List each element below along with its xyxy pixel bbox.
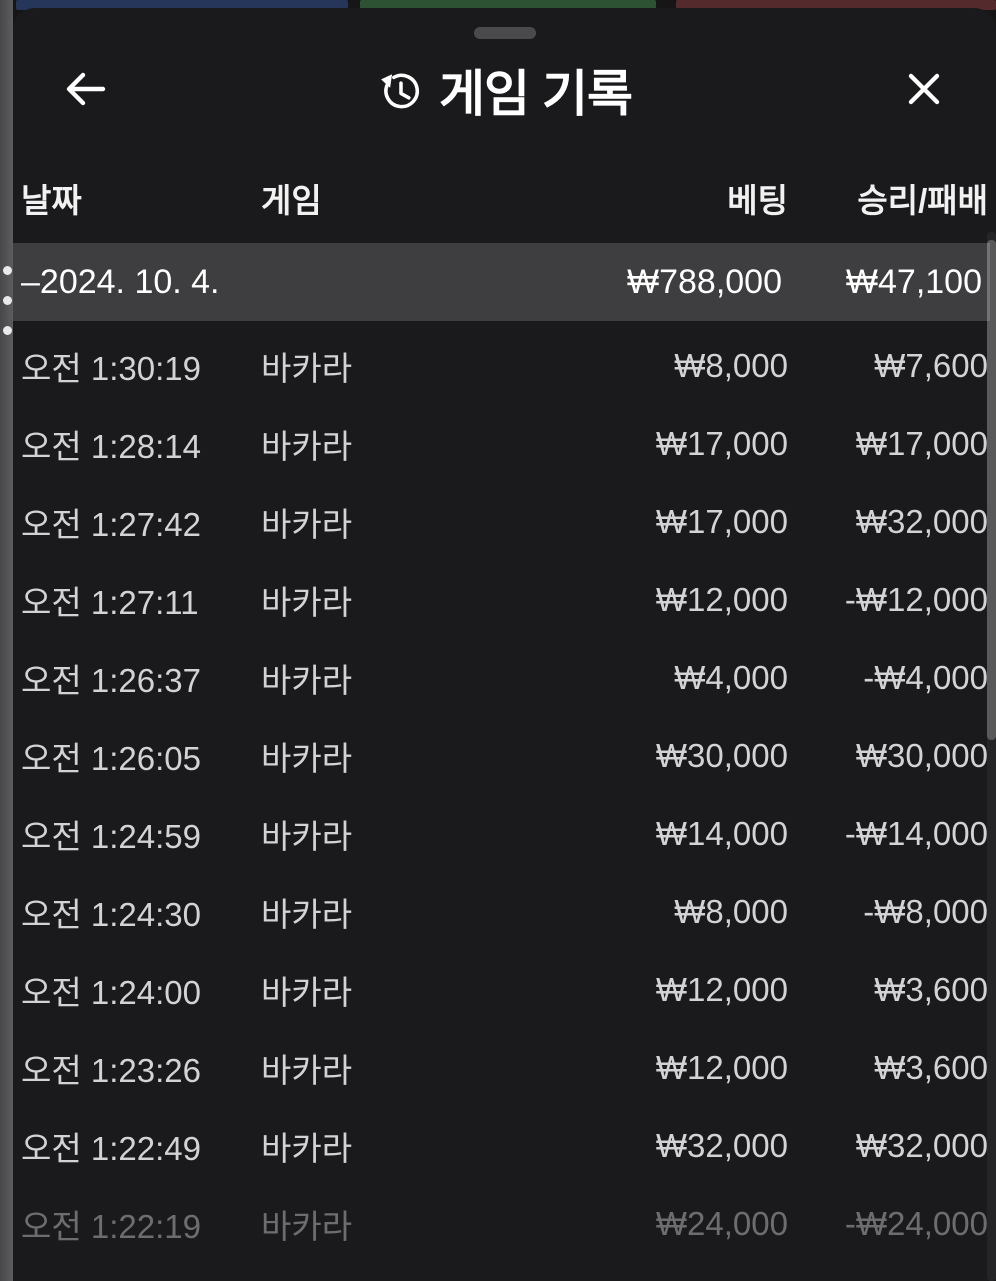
table-row: 오전 1:24:00 바카라 ₩12,000 ₩3,600: [13, 951, 996, 1029]
row-time: 오전 1:28:14: [21, 428, 201, 465]
row-winloss: -₩14,000: [844, 815, 988, 852]
row-winloss: ₩32,000: [855, 503, 988, 540]
row-time: 오전 1:30:19: [21, 350, 201, 387]
table-row: 오전 1:26:05 바카라 ₩30,000 ₩30,000: [13, 717, 996, 795]
row-time: 오전 1:24:59: [21, 818, 201, 855]
back-button[interactable]: [63, 56, 107, 124]
dot-icon: [3, 296, 12, 305]
row-game: 바카라: [261, 584, 353, 621]
row-game: 바카라: [261, 740, 353, 777]
row-time: 오전 1:23:26: [21, 1052, 201, 1089]
row-game: 바카라: [261, 818, 353, 855]
column-header-game: 게임: [261, 182, 322, 219]
row-bet: ₩24,000: [655, 1205, 788, 1242]
row-game: 바카라: [261, 350, 353, 387]
close-icon: [904, 69, 944, 112]
row-bet: ₩14,000: [655, 815, 788, 852]
row-winloss: ₩32,000: [855, 1127, 988, 1164]
row-bet: ₩4,000: [674, 659, 788, 696]
close-button[interactable]: [904, 56, 944, 124]
row-game: 바카라: [261, 662, 353, 699]
row-game: 바카라: [261, 1208, 353, 1245]
drag-handle[interactable]: [473, 27, 536, 39]
dot-icon: [3, 326, 12, 335]
summary-row: –2024. 10. 4. ₩788,000 ₩47,100: [13, 243, 990, 321]
dot-icon: [3, 266, 12, 275]
row-winloss: ₩17,000: [855, 425, 988, 462]
history-icon: [377, 67, 424, 114]
row-winloss: ₩3,600: [874, 971, 988, 1008]
row-winloss: -₩24,000: [844, 1205, 988, 1242]
row-time: 오전 1:24:30: [21, 896, 201, 933]
row-bet: ₩17,000: [655, 503, 788, 540]
row-game: 바카라: [261, 506, 353, 543]
row-winloss: ₩7,600: [874, 347, 988, 384]
row-time: 오전 1:22:49: [21, 1130, 201, 1167]
backdrop-left-edge: [0, 0, 13, 1281]
page-title: 게임 기록: [439, 66, 633, 122]
row-bet: ₩17,000: [655, 425, 788, 462]
table-row: 오전 1:27:11 바카라 ₩12,000 -₩12,000: [13, 561, 996, 639]
row-bet: ₩8,000: [674, 893, 788, 930]
row-time: 오전 1:27:42: [21, 506, 201, 543]
arrow-left-icon: [63, 69, 107, 112]
backdrop-thumbnail-green: [360, 0, 656, 10]
row-time: 오전 1:22:19: [21, 1208, 201, 1245]
row-time: 오전 1:24:00: [21, 974, 201, 1011]
row-time: 오전 1:27:11: [21, 584, 199, 621]
table-row: 오전 1:27:42 바카라 ₩17,000 ₩32,000: [13, 483, 996, 561]
column-header-bet: 베팅: [727, 182, 788, 219]
game-history-modal: 게임 기록 날짜 게임 베팅 승리/패배 –2024. 10. 4. ₩788,…: [13, 8, 996, 1281]
column-header-date: 날짜: [21, 182, 82, 219]
row-winloss: -₩4,000: [863, 659, 988, 696]
history-list[interactable]: 오전 1:30:19 바카라 ₩8,000 ₩7,600 오전 1:28:14 …: [13, 321, 996, 1281]
table-header-row: 날짜 게임 베팅 승리/패배: [13, 176, 996, 220]
row-game: 바카라: [261, 1130, 353, 1167]
row-winloss: ₩3,600: [874, 1049, 988, 1086]
row-game: 바카라: [261, 1052, 353, 1089]
row-winloss: ₩30,000: [855, 737, 988, 774]
row-time: 오전 1:26:37: [21, 662, 201, 699]
scrollbar-thumb[interactable]: [987, 240, 996, 740]
summary-date: –2024. 10. 4.: [21, 262, 220, 301]
summary-bet: ₩788,000: [627, 262, 782, 301]
row-winloss: -₩12,000: [844, 581, 988, 618]
row-bet: ₩12,000: [655, 971, 788, 1008]
backdrop-ellipsis-widget: [3, 266, 12, 356]
row-bet: ₩30,000: [655, 737, 788, 774]
summary-winloss: ₩47,100: [845, 262, 982, 301]
table-row: 오전 1:23:26 바카라 ₩12,000 ₩3,600: [13, 1029, 996, 1107]
row-bet: ₩32,000: [655, 1127, 788, 1164]
row-game: 바카라: [261, 896, 353, 933]
modal-titlebar: 게임 기록: [13, 56, 996, 124]
row-bet: ₩12,000: [655, 581, 788, 618]
row-winloss: -₩8,000: [863, 893, 988, 930]
row-bet: ₩8,000: [674, 347, 788, 384]
table-row: 오전 1:22:19 바카라 ₩24,000 -₩24,000: [13, 1185, 996, 1263]
table-row: 오전 1:28:14 바카라 ₩17,000 ₩17,000: [13, 405, 996, 483]
column-header-winloss: 승리/패배: [857, 182, 988, 219]
table-row: 오전 1:26:37 바카라 ₩4,000 -₩4,000: [13, 639, 996, 717]
backdrop-thumbnail-red: [676, 0, 996, 10]
row-game: 바카라: [261, 974, 353, 1011]
table-row: 오전 1:22:49 바카라 ₩32,000 ₩32,000: [13, 1107, 996, 1185]
table-row: 오전 1:24:59 바카라 ₩14,000 -₩14,000: [13, 795, 996, 873]
table-row: 오전 1:24:30 바카라 ₩8,000 -₩8,000: [13, 873, 996, 951]
scrollbar-track: [987, 232, 996, 1281]
backdrop-thumbnail-blue: [16, 0, 348, 10]
row-bet: ₩12,000: [655, 1049, 788, 1086]
row-time: 오전 1:26:05: [21, 740, 201, 777]
row-game: 바카라: [261, 428, 353, 465]
modal-title-group: 게임 기록: [377, 54, 633, 126]
table-row: 오전 1:30:19 바카라 ₩8,000 ₩7,600: [13, 327, 996, 405]
